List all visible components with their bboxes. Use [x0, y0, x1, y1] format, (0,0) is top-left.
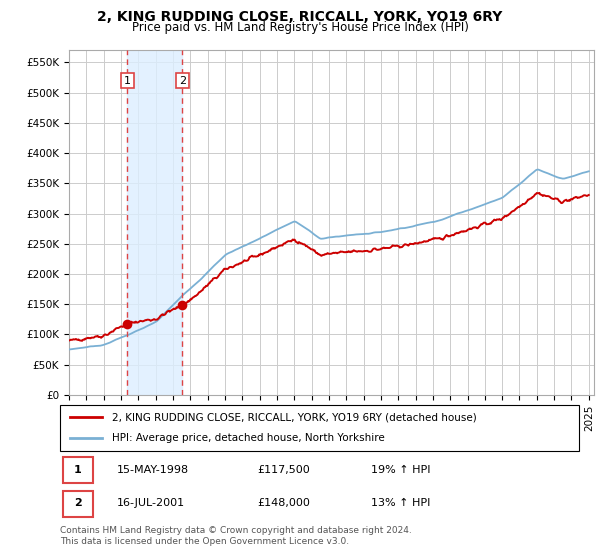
- Text: Contains HM Land Registry data © Crown copyright and database right 2024.
This d: Contains HM Land Registry data © Crown c…: [60, 526, 412, 546]
- Text: Price paid vs. HM Land Registry's House Price Index (HPI): Price paid vs. HM Land Registry's House …: [131, 21, 469, 34]
- Text: 19% ↑ HPI: 19% ↑ HPI: [371, 464, 431, 474]
- FancyBboxPatch shape: [60, 405, 579, 451]
- Text: 1: 1: [124, 76, 131, 86]
- Text: 16-JUL-2001: 16-JUL-2001: [117, 498, 185, 508]
- Text: 2: 2: [179, 76, 186, 86]
- FancyBboxPatch shape: [62, 491, 92, 516]
- Bar: [127, 50, 182, 395]
- Text: 15-MAY-1998: 15-MAY-1998: [117, 464, 189, 474]
- Text: 13% ↑ HPI: 13% ↑ HPI: [371, 498, 431, 508]
- Text: HPI: Average price, detached house, North Yorkshire: HPI: Average price, detached house, Nort…: [112, 433, 385, 444]
- Text: £148,000: £148,000: [257, 498, 310, 508]
- Text: 2, KING RUDDING CLOSE, RICCALL, YORK, YO19 6RY (detached house): 2, KING RUDDING CLOSE, RICCALL, YORK, YO…: [112, 412, 476, 422]
- Text: 1: 1: [74, 464, 82, 474]
- FancyBboxPatch shape: [62, 458, 92, 483]
- Text: 2: 2: [74, 498, 82, 508]
- Text: £117,500: £117,500: [257, 464, 310, 474]
- Text: 2, KING RUDDING CLOSE, RICCALL, YORK, YO19 6RY: 2, KING RUDDING CLOSE, RICCALL, YORK, YO…: [97, 10, 503, 24]
